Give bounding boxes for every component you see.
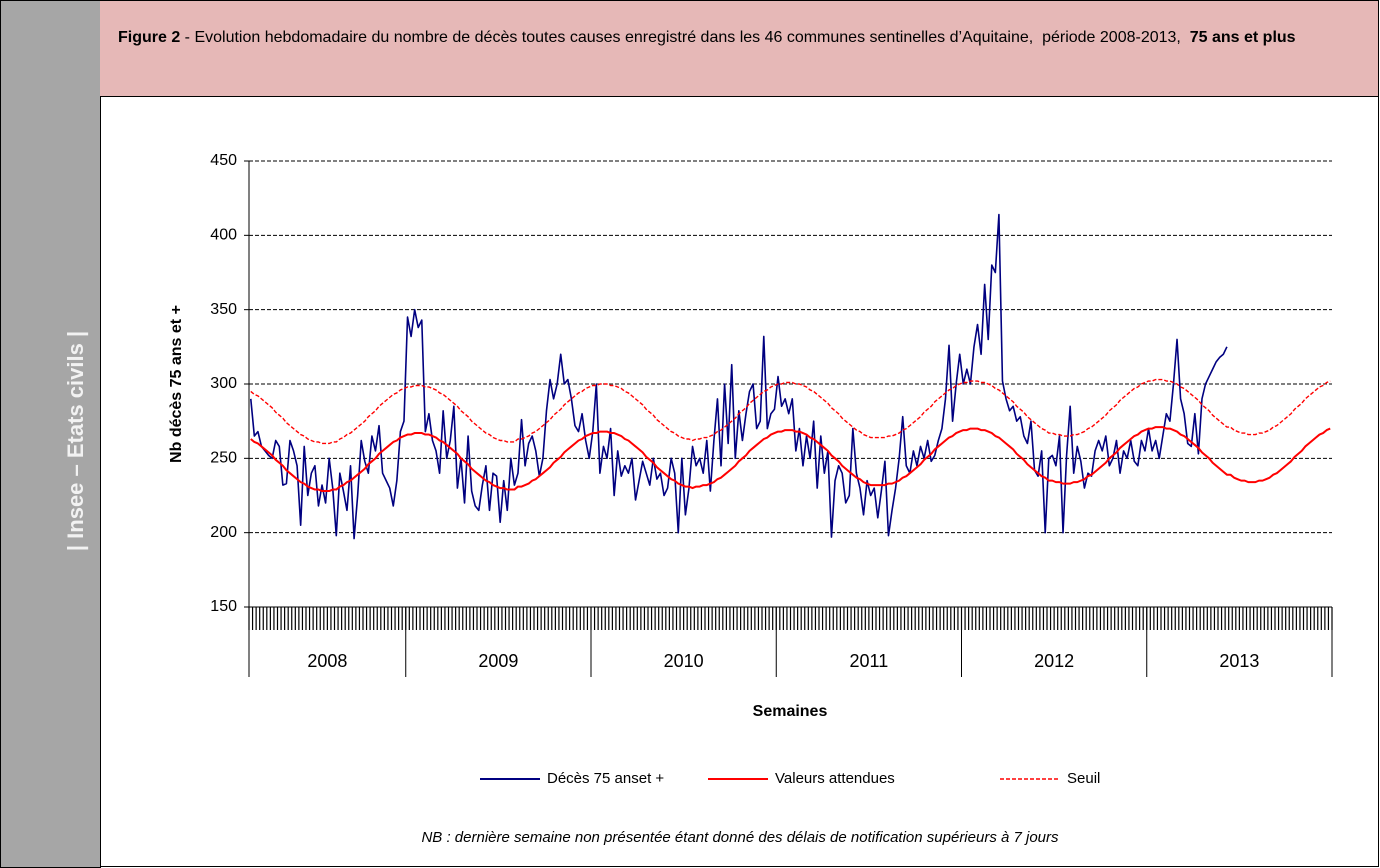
side-label: | Insee – Etats civils | [63,330,88,552]
year-label: 2011 [850,651,889,671]
figure-title: Figure 2 - Evolution hebdomadaire du nom… [118,27,1368,49]
x-axis-label: Semaines [753,703,828,720]
series-line [249,213,1228,540]
figure-text: - Evolution hebdomadaire du nombre de dé… [180,29,1190,46]
legend-label: Seuil [1067,770,1100,787]
y-tick-label: 350 [210,301,237,318]
series-line [250,426,1331,493]
y-tick-label: 400 [210,227,237,244]
y-tick-label: 250 [210,450,237,467]
figure-label: Figure 2 [118,29,181,46]
frame [100,96,1379,867]
y-tick-label: 300 [210,375,237,392]
year-label: 2012 [1034,651,1074,671]
y-tick-label: 150 [210,598,237,615]
y-tick-label: 450 [210,152,237,169]
legend-label: Valeurs attendues [775,770,895,787]
year-label: 2009 [478,651,518,671]
note: NB : dernière semaine non présentée étan… [421,829,1059,846]
y-axis-label: Nb décès 75 ans et + [168,305,185,463]
side-bar: | Insee – Etats civils | [0,0,101,868]
series-line [250,378,1331,445]
chart: Nb décès 75 ans et + Semaines NB : derni… [168,152,1333,846]
year-label: 2013 [1219,651,1259,671]
y-tick-label: 200 [210,524,237,541]
figure-tail: 75 ans et plus [1189,29,1296,46]
header: Figure 2 - Evolution hebdomadaire du nom… [100,0,1379,97]
year-label: 2010 [664,651,704,671]
legend-label: Décès 75 anset + [547,770,664,787]
year-label: 2008 [307,651,347,671]
